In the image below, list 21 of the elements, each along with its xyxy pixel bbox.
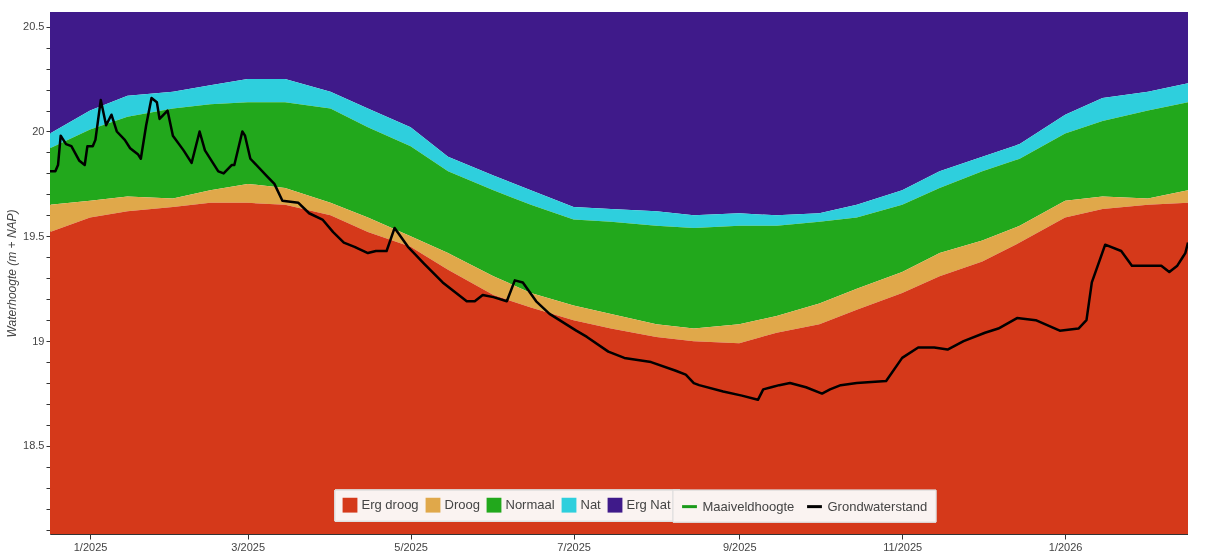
x-tick-label: 3/2025 bbox=[231, 540, 266, 553]
y-tick-label: 20 bbox=[32, 124, 45, 137]
legend-label: Grondwaterstand bbox=[827, 498, 928, 514]
legend-label: Erg droog bbox=[361, 497, 419, 513]
legend-label: Maaiveldhoogte bbox=[702, 498, 795, 514]
x-tick-label: 5/2025 bbox=[394, 540, 428, 553]
x-tick-label: 11/2025 bbox=[883, 540, 923, 553]
legend-label: Normaal bbox=[505, 497, 555, 513]
line-series bbox=[50, 96, 1188, 402]
y-axis-title: Waterhoogte (m + NAP) bbox=[5, 209, 20, 338]
legend-label: Nat bbox=[580, 497, 602, 513]
y-tick-label: 18.5 bbox=[23, 439, 45, 452]
x-tick-label: 1/2025 bbox=[73, 540, 108, 553]
y-tick-label: 19.5 bbox=[23, 229, 45, 242]
x-tick-label: 7/2025 bbox=[557, 540, 591, 553]
x-tick-label: 9/2025 bbox=[722, 540, 757, 553]
y-tick-label: 19 bbox=[32, 334, 45, 347]
legend-label: Droog bbox=[444, 497, 480, 513]
x-tick-label: 1/2026 bbox=[1048, 540, 1083, 553]
legend-label: Erg Nat bbox=[626, 497, 671, 513]
y-tick-label: 20.5 bbox=[23, 20, 45, 33]
